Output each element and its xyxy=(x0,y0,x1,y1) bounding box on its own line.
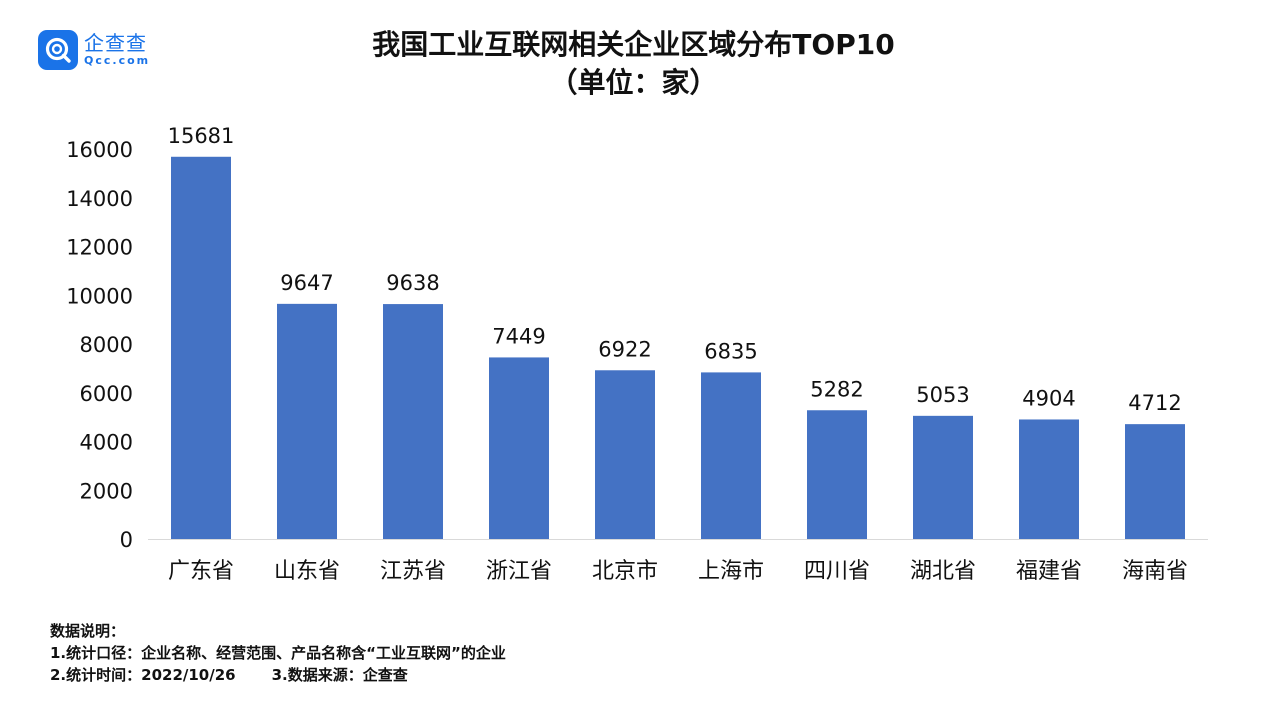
bar xyxy=(701,372,761,539)
y-tick-label: 14000 xyxy=(66,187,133,211)
x-tick-label: 湖北省 xyxy=(910,559,976,584)
data-label: 9647 xyxy=(280,271,333,295)
data-label: 4712 xyxy=(1128,391,1181,415)
chart-title-block: 我国工业互联网相关企业区域分布TOP10 （单位：家） xyxy=(0,26,1267,102)
qcc-logo-icon xyxy=(38,30,78,70)
y-tick-label: 12000 xyxy=(66,236,133,260)
logo-name-cn: 企查查 xyxy=(84,31,147,55)
x-tick-label: 江苏省 xyxy=(380,559,446,584)
data-label: 5053 xyxy=(916,383,969,407)
y-tick-label: 4000 xyxy=(80,431,133,455)
bar xyxy=(171,156,231,539)
x-tick-label: 福建省 xyxy=(1016,559,1082,584)
y-tick-label: 10000 xyxy=(66,284,133,308)
notes-line-1: 1.统计口径：企业名称、经营范围、产品名称含“工业互联网”的企业 xyxy=(50,644,506,662)
qcc-logo: 企查查 Qcc.com xyxy=(38,30,150,70)
bar xyxy=(1125,424,1185,539)
y-tick-label: 2000 xyxy=(80,479,133,503)
data-label: 15681 xyxy=(168,124,235,148)
logo-name-en: Qcc.com xyxy=(84,54,151,67)
y-tick-label: 16000 xyxy=(66,138,133,162)
data-label: 4904 xyxy=(1022,386,1075,410)
x-tick-label: 浙江省 xyxy=(486,559,552,584)
notes-heading: 数据说明： xyxy=(50,622,126,640)
bar xyxy=(1019,419,1079,539)
x-tick-label: 海南省 xyxy=(1122,559,1188,584)
x-tick-label: 四川省 xyxy=(804,559,870,584)
y-tick-label: 6000 xyxy=(80,382,133,406)
chart-subtitle: （单位：家） xyxy=(549,66,718,99)
notes-stat-time: 2.统计时间：2022/10/26 xyxy=(50,666,236,684)
bar xyxy=(913,415,973,539)
notes-line-2: 2.统计时间：2022/10/26 3.数据来源：企查查 xyxy=(50,664,506,686)
data-notes: 数据说明： 1.统计口径：企业名称、经营范围、产品名称含“工业互联网”的企业 2… xyxy=(50,620,506,686)
bar xyxy=(807,410,867,539)
data-label: 9638 xyxy=(386,271,439,295)
bar xyxy=(489,357,549,539)
x-tick-label: 山东省 xyxy=(274,559,340,584)
notes-source: 3.数据来源：企查查 xyxy=(271,666,408,684)
x-tick-label: 广东省 xyxy=(168,559,234,584)
x-tick-label: 北京市 xyxy=(592,559,658,584)
chart-title: 我国工业互联网相关企业区域分布TOP10 xyxy=(372,28,895,61)
data-label: 6922 xyxy=(598,337,651,361)
data-label: 6835 xyxy=(704,339,757,363)
y-tick-label: 0 xyxy=(120,528,133,552)
data-label: 7449 xyxy=(492,324,545,348)
data-label: 5282 xyxy=(810,377,863,401)
bar xyxy=(595,370,655,539)
x-tick-label: 上海市 xyxy=(698,559,764,584)
bar xyxy=(277,303,337,539)
bar xyxy=(383,304,443,539)
y-tick-label: 8000 xyxy=(80,333,133,357)
